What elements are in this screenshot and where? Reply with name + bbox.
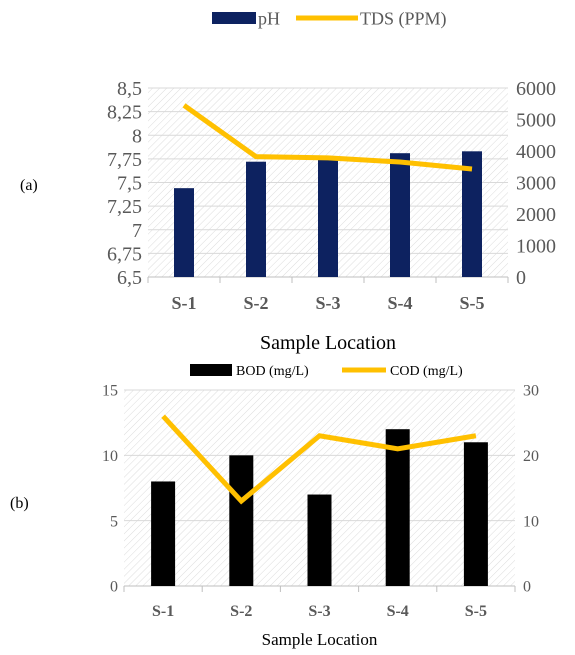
- y2-tick-label: 5000: [516, 110, 556, 132]
- bar-3: [307, 494, 332, 586]
- y2-tick-label: 1000: [516, 236, 556, 258]
- panel-label: (a): [20, 177, 38, 194]
- y-tick-label: 5: [110, 513, 118, 530]
- bar-1: [174, 188, 194, 277]
- y-tick-label: 8,5: [117, 78, 142, 100]
- bar-5: [463, 442, 488, 586]
- y2-tick-label: 30: [523, 383, 539, 400]
- bar-4: [385, 429, 410, 586]
- bar-2: [229, 455, 254, 586]
- category-label: S-4: [387, 603, 409, 620]
- category-label: S-4: [387, 293, 412, 313]
- category-label: S-3: [315, 293, 340, 313]
- y-tick-label: 6,5: [117, 267, 142, 289]
- y2-tick-label: 10: [523, 513, 539, 530]
- legend-label: pH: [258, 8, 280, 28]
- y-tick-label: 15: [102, 383, 118, 400]
- bar-4: [390, 153, 410, 277]
- y-tick-label: 8,25: [107, 102, 142, 124]
- category-label: S-2: [230, 603, 252, 620]
- y2-tick-label: 20: [523, 448, 539, 465]
- bar-1: [151, 481, 176, 586]
- legend-label: BOD (mg/L): [236, 364, 309, 379]
- category-label: S-1: [152, 603, 174, 620]
- legend-swatch: [212, 12, 256, 24]
- category-label: S-1: [171, 293, 196, 313]
- y2-tick-label: 3000: [516, 173, 556, 195]
- category-label: S-2: [243, 293, 268, 313]
- x-axis-title: Sample Location: [262, 630, 378, 649]
- y2-tick-label: 4000: [516, 141, 556, 163]
- legend-label: COD (mg/L): [390, 364, 463, 379]
- y2-tick-label: 6000: [516, 78, 556, 100]
- y2-tick-label: 0: [523, 579, 531, 596]
- y-tick-label: 8: [132, 125, 142, 147]
- bar-5: [462, 151, 482, 277]
- category-label: S-3: [308, 603, 330, 620]
- y-tick-label: 7: [132, 220, 142, 242]
- y-tick-label: 6,75: [107, 243, 142, 265]
- panel-label: (b): [10, 495, 29, 512]
- y-tick-label: 7,75: [107, 149, 142, 171]
- legend-label: TDS (PPM): [360, 8, 447, 29]
- y-tick-label: 10: [102, 448, 118, 465]
- bar-3: [318, 159, 338, 277]
- x-axis-title: Sample Location: [260, 332, 396, 354]
- category-label: S-5: [459, 293, 484, 313]
- y-tick-label: 0: [110, 579, 118, 596]
- y2-tick-label: 0: [516, 267, 526, 289]
- category-label: S-5: [465, 603, 487, 620]
- legend-swatch: [190, 364, 232, 376]
- y2-tick-label: 2000: [516, 204, 556, 226]
- y-tick-label: 7,25: [107, 196, 142, 218]
- y-tick-label: 7,5: [117, 173, 142, 195]
- bar-2: [246, 161, 266, 277]
